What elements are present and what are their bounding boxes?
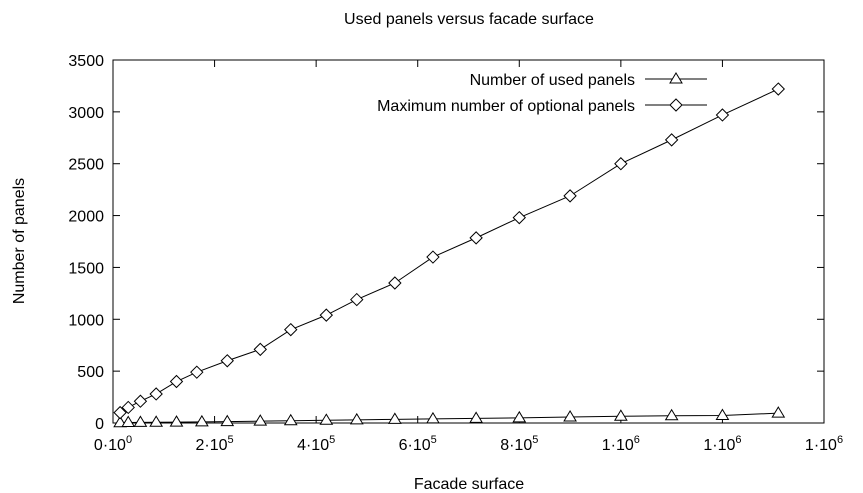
data-point-triangle [664,408,679,421]
y-tick-label: 3000 [68,105,104,122]
data-point-diamond [664,133,679,147]
data-point-triangle [133,415,148,427]
data-point-triangle [469,411,484,423]
plot-frame [112,59,825,424]
data-point-diamond [350,292,364,307]
y-tick-label: 2000 [68,209,104,226]
data-point-triangle [149,415,164,427]
data-point-diamond [169,374,184,389]
data-point-triangle [121,415,136,427]
data-point-diamond [426,250,440,264]
legend: Number of used panels Maximum number of o… [377,72,707,115]
data-point-diamond [284,322,298,337]
y-axis-label: Number of panels [11,178,28,304]
data-point-triangle [349,412,364,425]
y-tick-label: 1500 [68,260,104,277]
chart-title: Used panels versus facade surface [344,11,594,28]
data-point-diamond [388,276,402,290]
data-point-triangle [283,413,298,426]
series-1 [113,406,786,428]
series-layer [113,82,786,428]
data-point-diamond [715,108,730,122]
data-point-triangle [220,414,235,427]
data-point-diamond [469,231,483,245]
y-tick-label: 0 [95,416,104,433]
data-point-diamond [319,308,334,322]
legend-label: Number of used panels [470,72,635,89]
data-point-diamond [113,405,127,420]
data-point-triangle [253,414,268,426]
x-tick-label: 8·105 [500,434,538,454]
data-point-diamond [563,189,577,203]
x-tick-label: 2·105 [195,434,233,454]
x-tick-label: 1·106 [602,434,640,454]
series-2 [113,82,786,420]
x-tick-label: 4·105 [297,434,335,454]
data-point-triangle [194,414,209,427]
x-tick-label: 1·106 [703,434,741,454]
x-tick-label: 6·105 [399,434,437,454]
y-tick-label: 3500 [68,53,104,70]
data-point-diamond [253,342,267,357]
data-point-diamond [614,157,628,171]
data-point-triangle [319,413,334,425]
data-point-triangle [426,411,440,424]
legend-label: Maximum number of optional panels [377,98,635,115]
data-point-diamond [220,354,234,368]
y-tick-label: 2500 [68,157,104,174]
data-point-diamond [190,365,204,379]
data-point-triangle [563,410,577,422]
data-point-diamond [133,394,148,408]
data-point-diamond [149,387,163,401]
data-point-triangle [771,406,786,418]
y-axis-ticks: 0 500 1000 1500 2000 2500 3000 3500 [68,53,824,433]
data-point-triangle [169,415,184,427]
data-point-diamond [771,82,786,96]
x-tick-label: 0·100 [94,434,132,454]
data-point-triangle [387,412,402,424]
series-line [119,88,779,414]
y-tick-label: 1000 [68,312,104,329]
data-point-triangle [613,409,628,421]
x-axis-ticks: 0·100 2·105 4·105 6·105 8·105 1·106 1·106 1·106 [94,60,843,454]
data-point-diamond [121,400,135,415]
data-point-triangle [669,72,683,84]
data-point-diamond [512,210,526,225]
data-point-triangle [715,408,730,421]
y-tick-label: 500 [77,364,104,381]
x-tick-label: 1·106 [805,434,843,454]
series-line [120,412,779,424]
data-point-triangle [512,410,527,423]
data-point-diamond [669,98,683,112]
x-axis-label: Facade surface [414,476,524,493]
